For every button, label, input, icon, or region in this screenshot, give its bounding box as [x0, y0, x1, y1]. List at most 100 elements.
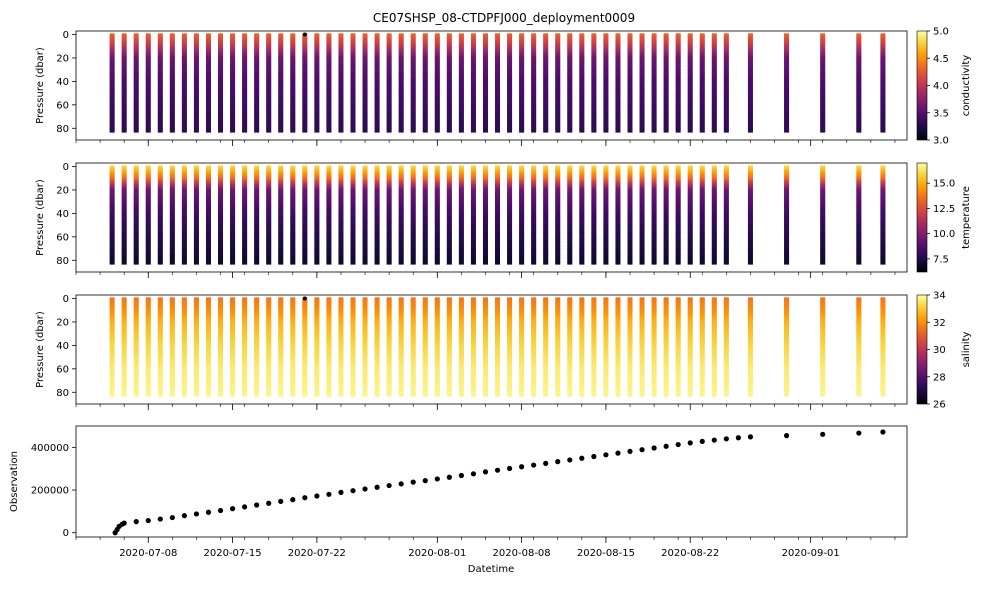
profile-point — [555, 61, 561, 65]
profile-point — [278, 77, 284, 80]
profile-column — [579, 33, 585, 133]
profile-point — [723, 68, 729, 72]
profile-point — [651, 115, 657, 119]
profile-point — [603, 84, 609, 87]
profile-point — [205, 35, 211, 38]
profile-point — [820, 93, 826, 96]
profile-point — [784, 84, 790, 87]
profile-point — [434, 258, 440, 262]
profile-point — [145, 73, 151, 77]
profile-point — [507, 80, 513, 84]
profile-point — [121, 209, 127, 212]
profile-point — [434, 86, 440, 89]
profile-point — [242, 100, 248, 103]
profile-point — [434, 174, 440, 177]
profile-point — [567, 43, 573, 47]
profile-point — [458, 114, 464, 117]
profile-point — [230, 226, 236, 230]
profile-point — [398, 181, 404, 184]
profile-point — [109, 170, 115, 174]
profile-point — [218, 101, 224, 105]
profile-point — [784, 130, 790, 133]
profile-point — [326, 100, 332, 103]
profile-point — [639, 84, 645, 87]
profile-point — [290, 84, 296, 87]
profile-point — [205, 59, 211, 63]
profile-point — [193, 77, 199, 80]
profile-point — [362, 105, 368, 108]
profile-point — [579, 54, 585, 58]
profile-point — [338, 49, 344, 52]
profile-point — [242, 96, 248, 100]
profile-point — [784, 70, 790, 73]
profile-point — [627, 101, 633, 105]
profile-point — [157, 110, 163, 114]
profile-point — [386, 79, 392, 82]
profile-point — [278, 232, 284, 235]
profile-point — [820, 94, 826, 98]
profile-point — [362, 75, 368, 79]
profile-point — [326, 165, 332, 168]
profile-point — [338, 110, 344, 114]
profile-point — [567, 54, 573, 58]
profile-point — [181, 167, 187, 170]
profile-point — [386, 124, 392, 128]
profile-point — [314, 191, 320, 195]
profile-point — [519, 75, 525, 79]
profile-point — [784, 56, 790, 59]
profile-point — [230, 219, 236, 223]
profile-point — [350, 68, 356, 72]
profile-point — [121, 216, 127, 219]
profile-point — [398, 80, 404, 84]
profile-point — [157, 214, 163, 218]
profile-point — [386, 98, 392, 101]
profile-point — [205, 216, 211, 219]
profile-point — [434, 36, 440, 40]
profile-point — [193, 260, 199, 263]
profile-point — [603, 87, 609, 91]
profile-point — [254, 242, 260, 246]
profile-point — [675, 84, 681, 87]
profile-point — [410, 114, 416, 117]
profile-point — [615, 122, 621, 126]
profile-point — [230, 249, 236, 253]
profile-point — [133, 126, 139, 130]
profile-point — [133, 100, 139, 103]
profile-point — [218, 172, 224, 175]
profile-point — [242, 61, 248, 65]
profile-point — [615, 105, 621, 108]
profile-point — [362, 64, 368, 68]
profile-point — [567, 91, 573, 94]
profile-point — [651, 42, 657, 45]
y-tick-label: 0 — [63, 162, 69, 173]
profile-point — [555, 124, 561, 128]
profile-point — [181, 68, 187, 72]
profile-point — [458, 64, 464, 68]
profile-point — [663, 45, 669, 49]
profile-point — [109, 57, 115, 61]
profile-point — [145, 230, 151, 233]
profile-point — [278, 205, 284, 209]
profile-point — [145, 63, 151, 66]
profile-point — [169, 191, 175, 195]
profile-point — [326, 35, 332, 38]
profile-point — [627, 42, 633, 45]
profile-point — [820, 110, 826, 114]
profile-point — [314, 87, 320, 91]
profile-point — [675, 59, 681, 63]
profile-point — [422, 40, 428, 43]
profile-point — [820, 42, 826, 45]
profile-point — [230, 244, 236, 248]
profile-point — [193, 216, 199, 219]
profile-point — [615, 115, 621, 119]
profile-point — [302, 207, 308, 211]
profile-point — [266, 94, 272, 98]
profile-point — [350, 184, 356, 188]
profile-point — [266, 87, 272, 91]
profile-point — [350, 191, 356, 195]
profile-point — [326, 246, 332, 249]
profile-point — [290, 209, 296, 212]
profile-point — [495, 57, 501, 61]
profile-point — [314, 68, 320, 72]
